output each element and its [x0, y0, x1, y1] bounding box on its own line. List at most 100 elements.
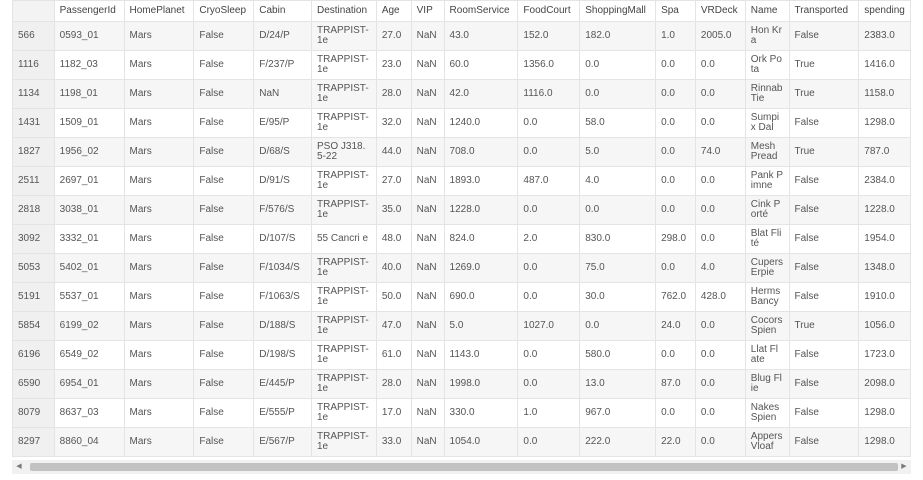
table-cell: NaN [410, 369, 445, 399]
table-cell: 0.0 [694, 195, 746, 225]
table-cell: 42.0 [443, 79, 519, 109]
index-column-header [12, 0, 55, 22]
scroll-left-arrow-icon[interactable]: ◀ [16, 463, 22, 470]
table-cell: 708.0 [443, 137, 519, 167]
table-cell: 830.0 [579, 224, 657, 254]
table-cell: 0.0 [694, 311, 746, 341]
table-cell: D/188/S [253, 311, 312, 341]
table-cell: 75.0 [579, 253, 657, 283]
table-cell: Mars [123, 108, 195, 138]
table-cell: 787.0 [858, 137, 911, 167]
table-cell: False [788, 369, 860, 399]
table-cell: 0.0 [694, 50, 746, 80]
table-cell: False [193, 311, 255, 341]
table-row: 6196 6549_02 Mars False D/198/S TRAPPIST-1e 61… [12, 340, 911, 370]
table-cell: 1723.0 [858, 340, 911, 370]
column-header: Age [375, 0, 412, 22]
table-cell: 298.0 [655, 224, 696, 254]
table-cell: 0.0 [655, 79, 696, 109]
table-cell: 5537_01 [53, 282, 125, 312]
table-cell: 1298.0 [858, 427, 911, 457]
table-cell: 13.0 [579, 369, 657, 399]
table-cell: 1509_01 [53, 108, 125, 138]
table-cell: 0.0 [694, 224, 746, 254]
table-cell: 1116.0 [517, 79, 581, 109]
horizontal-scrollbar[interactable]: ◀ ▶ [12, 460, 911, 474]
column-header: Name [744, 0, 790, 22]
table-cell: D/68/S [253, 137, 312, 167]
table-cell: F/1063/S [253, 282, 312, 312]
table-cell: False [193, 50, 255, 80]
table-cell: 0.0 [694, 369, 746, 399]
table-cell: 3332_01 [53, 224, 125, 254]
table-row: 1134 1198_01 Mars False NaN TRAPPIST-1e 28.0 Na… [12, 79, 911, 109]
table-cell: Herms Bancy [744, 282, 790, 312]
table-cell: 690.0 [443, 282, 519, 312]
table-row: 6590 6954_01 Mars False E/445/P TRAPPIST-1e 28… [12, 369, 911, 399]
table-cell: PSO J318.5-22 [310, 137, 377, 167]
header-row: PassengerId HomePlanet CryoSleep Cabin Desti… [12, 0, 911, 22]
table-cell: Cink Porté [744, 195, 790, 225]
table-cell: False [788, 108, 860, 138]
table-cell: 2383.0 [858, 21, 911, 51]
table-cell: False [193, 282, 255, 312]
scroll-right-arrow-icon[interactable]: ▶ [901, 463, 907, 470]
table-cell: NaN [410, 195, 445, 225]
table-cell: 17.0 [375, 398, 412, 428]
table-row: 8297 8860_04 Mars False E/567/P TRAPPIST-1e 33… [12, 427, 911, 457]
table-cell: 1.0 [517, 398, 581, 428]
table-cell: 0.0 [655, 166, 696, 196]
table-cell: Mars [123, 253, 195, 283]
table-cell: 50.0 [375, 282, 412, 312]
table-cell: 6954_01 [53, 369, 125, 399]
table-cell: 0.0 [579, 50, 657, 80]
table-cell: E/555/P [253, 398, 312, 428]
table-cell: NaN [410, 340, 445, 370]
dataframe-table-container[interactable]: PassengerId HomePlanet CryoSleep Cabin Desti… [12, 0, 911, 458]
column-header: Cabin [253, 0, 312, 22]
table-cell: 55 Cancri e [310, 224, 377, 254]
table-cell: 1182_03 [53, 50, 125, 80]
table-cell: 1348.0 [858, 253, 911, 283]
row-index-cell: 1827 [12, 137, 55, 167]
table-cell: False [193, 224, 255, 254]
table-cell: 1054.0 [443, 427, 519, 457]
table-row: 5854 6199_02 Mars False D/188/S TRAPPIST-1e 47… [12, 311, 911, 341]
table-cell: NaN [410, 398, 445, 428]
table-cell: NaN [410, 50, 445, 80]
table-cell: NaN [410, 137, 445, 167]
table-cell: 0.0 [579, 79, 657, 109]
row-index-cell: 1116 [12, 50, 55, 80]
table-cell: TRAPPIST-1e [310, 195, 377, 225]
table-cell: 0.0 [655, 253, 696, 283]
table-cell: F/576/S [253, 195, 312, 225]
table-cell: False [788, 398, 860, 428]
table-cell: True [788, 137, 860, 167]
table-cell: NaN [410, 427, 445, 457]
table-cell: F/1034/S [253, 253, 312, 283]
table-cell: NaN [410, 166, 445, 196]
table-cell: TRAPPIST-1e [310, 21, 377, 51]
table-cell: Appers Vloaf [744, 427, 790, 457]
table-row: 1431 1509_01 Mars False E/95/P TRAPPIST-1e 32.… [12, 108, 911, 138]
table-cell: Mars [123, 340, 195, 370]
table-cell: NaN [410, 224, 445, 254]
table-cell: TRAPPIST-1e [310, 166, 377, 196]
table-cell: 0.0 [694, 79, 746, 109]
column-header: CryoSleep [193, 0, 255, 22]
table-cell: False [193, 369, 255, 399]
table-cell: NaN [253, 79, 312, 109]
table-row: 8079 8637_03 Mars False E/555/P TRAPPIST-1e 17… [12, 398, 911, 428]
scrollbar-thumb[interactable] [30, 463, 898, 471]
table-cell: 1910.0 [858, 282, 911, 312]
table-cell: D/91/S [253, 166, 312, 196]
table-cell: Mars [123, 137, 195, 167]
table-cell: 0.0 [517, 369, 581, 399]
table-cell: TRAPPIST-1e [310, 282, 377, 312]
table-cell: 1228.0 [443, 195, 519, 225]
table-cell: D/107/S [253, 224, 312, 254]
table-cell: 0.0 [579, 195, 657, 225]
table-cell: NaN [410, 108, 445, 138]
table-cell: Blug Flie [744, 369, 790, 399]
table-cell: False [788, 427, 860, 457]
